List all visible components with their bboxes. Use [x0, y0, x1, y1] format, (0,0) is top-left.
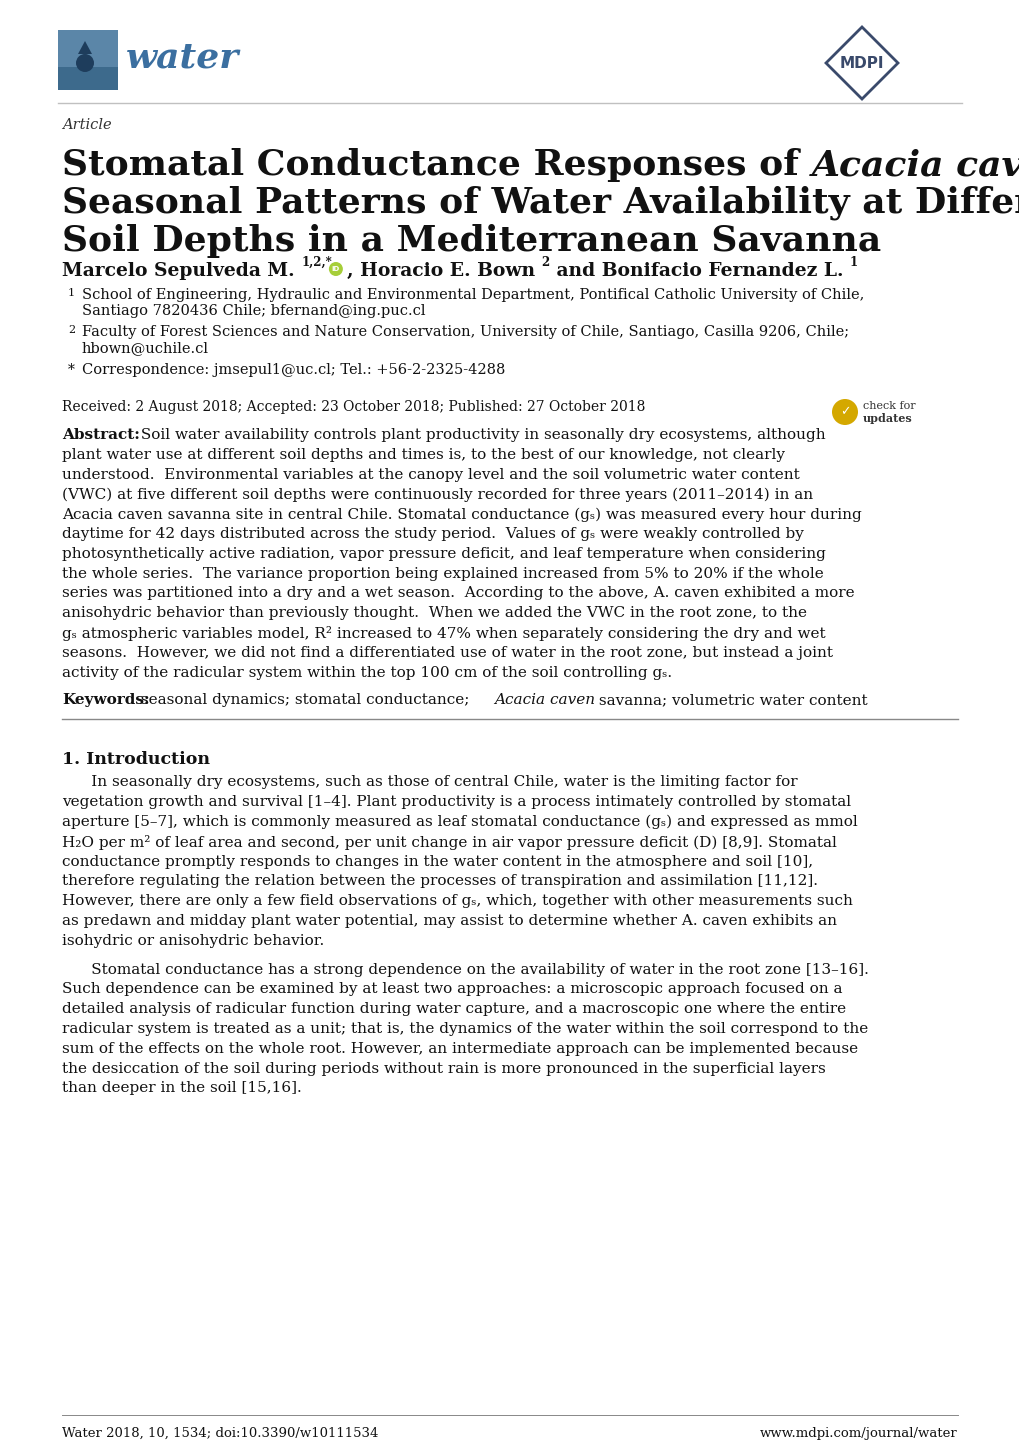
Text: photosynthetically active radiation, vapor pressure deficit, and leaf temperatur: photosynthetically active radiation, vap… [62, 547, 825, 561]
Text: sum of the effects on the whole root. However, an intermediate approach can be i: sum of the effects on the whole root. Ho… [62, 1041, 857, 1056]
Text: Soil water availability controls plant productivity in seasonally dry ecosystems: Soil water availability controls plant p… [136, 428, 824, 443]
Text: aperture [5–7], which is commonly measured as leaf stomatal conductance (gₛ) and: aperture [5–7], which is commonly measur… [62, 815, 857, 829]
Text: Article: Article [62, 118, 111, 133]
Text: Seasonal Patterns of Water Availability at Different: Seasonal Patterns of Water Availability … [62, 186, 1019, 221]
Text: In seasonally dry ecosystems, such as those of central Chile, water is the limit: In seasonally dry ecosystems, such as th… [62, 776, 797, 789]
Text: However, there are only a few field observations of gₛ, which, together with oth: However, there are only a few field obse… [62, 894, 852, 908]
Text: daytime for 42 days distributed across the study period.  Values of gₛ were weak: daytime for 42 days distributed across t… [62, 526, 803, 541]
Text: www.mdpi.com/journal/water: www.mdpi.com/journal/water [759, 1428, 957, 1441]
Text: therefore regulating the relation between the processes of transpiration and ass: therefore regulating the relation betwee… [62, 874, 817, 888]
Text: vegetation growth and survival [1–4]. Plant productivity is a process intimately: vegetation growth and survival [1–4]. Pl… [62, 795, 850, 809]
Text: conductance promptly responds to changes in the water content in the atmosphere : conductance promptly responds to changes… [62, 855, 812, 868]
Text: hbown@uchile.cl: hbown@uchile.cl [82, 342, 209, 356]
Circle shape [832, 399, 857, 425]
Text: and Bonifacio Fernandez L.: and Bonifacio Fernandez L. [549, 262, 849, 280]
Text: Stomatal conductance has a strong dependence on the availability of water in the: Stomatal conductance has a strong depend… [62, 963, 868, 976]
Text: Correspondence: jmsepul1@uc.cl; Tel.: +56-2-2325-4288: Correspondence: jmsepul1@uc.cl; Tel.: +5… [82, 363, 504, 376]
Text: MDPI: MDPI [839, 55, 883, 71]
Text: than deeper in the soil [15,16].: than deeper in the soil [15,16]. [62, 1082, 302, 1096]
Text: detailed analysis of radicular function during water capture, and a macroscopic : detailed analysis of radicular function … [62, 1002, 846, 1017]
Text: ✓: ✓ [839, 405, 850, 418]
Bar [58, 68, 118, 89]
Text: Acacia caven savanna site in central Chile. Stomatal conductance (gₛ) was measur: Acacia caven savanna site in central Chi… [62, 508, 861, 522]
Text: Faculty of Forest Sciences and Nature Conservation, University of Chile, Santiag: Faculty of Forest Sciences and Nature Co… [82, 324, 848, 339]
Text: School of Engineering, Hydraulic and Environmental Department, Pontifical Cathol: School of Engineering, Hydraulic and Env… [82, 288, 863, 301]
Text: isohydric or anisohydric behavior.: isohydric or anisohydric behavior. [62, 934, 324, 947]
Text: check for: check for [862, 401, 915, 411]
Text: Acacia caven: Acacia caven [493, 694, 594, 708]
Text: understood.  Environmental variables at the canopy level and the soil volumetric: understood. Environmental variables at t… [62, 467, 799, 482]
Text: the desiccation of the soil during periods without rain is more pronounced in th: the desiccation of the soil during perio… [62, 1061, 825, 1076]
Text: 1: 1 [68, 288, 75, 298]
Text: activity of the radicular system within the top 100 cm of the soil controlling g: activity of the radicular system within … [62, 666, 672, 679]
Text: series was partitioned into a dry and a wet season.  According to the above, A. : series was partitioned into a dry and a … [62, 587, 854, 600]
Text: seasons.  However, we did not find a differentiated use of water in the root zon: seasons. However, we did not find a diff… [62, 646, 833, 660]
Circle shape [76, 53, 94, 72]
Text: Acacia caven: Acacia caven [811, 149, 1019, 182]
Text: seasonal dynamics; stomatal conductance;: seasonal dynamics; stomatal conductance; [136, 694, 474, 708]
Text: 1. Introduction: 1. Introduction [62, 751, 210, 769]
Text: savanna; volumetric water content: savanna; volumetric water content [593, 694, 867, 708]
Text: H₂O per m² of leaf area and second, per unit change in air vapor pressure defici: H₂O per m² of leaf area and second, per … [62, 835, 836, 849]
Text: Stomatal Conductance Responses of: Stomatal Conductance Responses of [62, 149, 811, 182]
Text: *: * [68, 363, 74, 376]
Text: 1: 1 [849, 257, 857, 270]
Text: plant water use at different soil depths and times is, to the best of our knowle: plant water use at different soil depths… [62, 448, 785, 461]
Text: Water 2018, 10, 1534; doi:10.3390/w10111534: Water 2018, 10, 1534; doi:10.3390/w10111… [62, 1428, 378, 1441]
Polygon shape [77, 40, 92, 53]
Text: iD: iD [331, 265, 339, 273]
Text: radicular system is treated as a unit; that is, the dynamics of the water within: radicular system is treated as a unit; t… [62, 1022, 867, 1035]
Text: anisohydric behavior than previously thought.  When we added the VWC in the root: anisohydric behavior than previously tho… [62, 606, 806, 620]
Text: 2: 2 [541, 257, 549, 270]
Text: the whole series.  The variance proportion being explained increased from 5% to : the whole series. The variance proportio… [62, 567, 823, 581]
Text: Such dependence can be examined by at least two approaches: a microscopic approa: Such dependence can be examined by at le… [62, 982, 842, 996]
Text: Abstract:: Abstract: [62, 428, 140, 443]
Text: Received: 2 August 2018; Accepted: 23 October 2018; Published: 27 October 2018: Received: 2 August 2018; Accepted: 23 Oc… [62, 399, 645, 414]
Text: Keywords:: Keywords: [62, 694, 150, 708]
Text: as predawn and midday plant water potential, may assist to determine whether A. : as predawn and midday plant water potent… [62, 914, 837, 929]
Text: 1,2,*: 1,2,* [301, 257, 331, 270]
Circle shape [328, 262, 342, 275]
Text: , Horacio E. Bown: , Horacio E. Bown [346, 262, 541, 280]
Text: gₛ atmospheric variables model, R² increased to 47% when separately considering : gₛ atmospheric variables model, R² incre… [62, 626, 824, 642]
Text: (VWC) at five different soil depths were continuously recorded for three years (: (VWC) at five different soil depths were… [62, 487, 812, 502]
Text: 2: 2 [68, 324, 75, 335]
Text: water: water [126, 40, 239, 74]
Text: Soil Depths in a Mediterranean Savanna: Soil Depths in a Mediterranean Savanna [62, 224, 880, 258]
Text: Santiago 7820436 Chile; bfernand@ing.puc.cl: Santiago 7820436 Chile; bfernand@ing.puc… [82, 304, 425, 319]
Bar [58, 30, 118, 89]
Text: Marcelo Sepulveda M.: Marcelo Sepulveda M. [62, 262, 301, 280]
Text: updates: updates [862, 412, 912, 424]
